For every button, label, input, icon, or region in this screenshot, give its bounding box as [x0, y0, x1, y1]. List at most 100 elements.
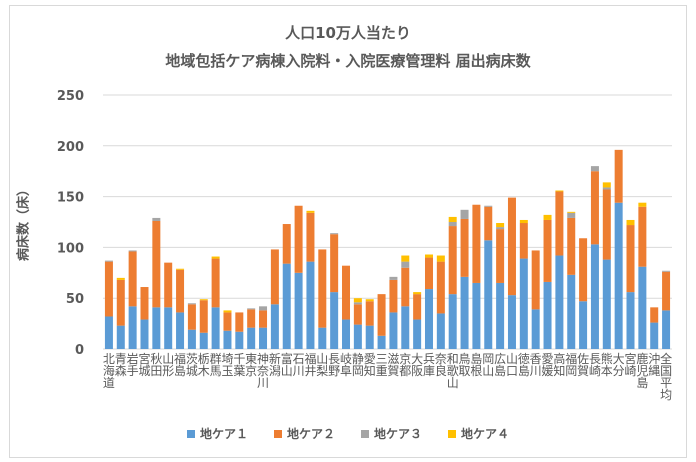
bar-segment-4 — [365, 299, 374, 302]
bar-segment-2 — [318, 249, 327, 328]
x-tick-label: 埼玉 — [221, 352, 233, 378]
x-tick-label: 奈良 — [435, 352, 447, 378]
x-tick-label: 三重 — [376, 352, 388, 378]
bar-segment-4 — [176, 268, 185, 270]
x-tick-label: 山口 — [506, 352, 518, 378]
bar-segment-4 — [555, 190, 564, 192]
y-tick-label: 150 — [57, 191, 84, 206]
bar-segment-2 — [602, 189, 611, 260]
bar-segment-1 — [460, 276, 469, 349]
x-tick-label: 富山 — [281, 351, 293, 378]
legend-swatch — [361, 429, 369, 438]
x-tick-label: 鳥取 — [459, 351, 471, 378]
bar-segment-2 — [270, 249, 279, 305]
x-tick-label: 佐賀 — [577, 352, 589, 378]
bar-segment-4 — [306, 210, 315, 213]
legend-swatch — [186, 429, 195, 438]
bar-segment-1 — [164, 307, 173, 349]
x-tick-label: 島根 — [470, 351, 482, 378]
legend-item-chikea2: 地ケア２ — [273, 425, 335, 442]
bar-segment-1 — [104, 316, 113, 349]
bar-segment-1 — [247, 327, 256, 349]
bar-segment-1 — [531, 309, 540, 349]
x-tick-label: 愛知 — [364, 352, 376, 378]
bar-segment-2 — [496, 229, 505, 283]
bar-segment-3 — [104, 260, 113, 262]
bar-segment-1 — [626, 292, 635, 349]
x-tick-label: 岩手 — [127, 351, 139, 378]
x-tick-label: 兵庫 — [423, 352, 435, 378]
chart-title: 人口10万人当たり — [285, 24, 411, 42]
bar-segment-4 — [116, 277, 125, 280]
bar-segment-1 — [116, 325, 125, 349]
x-tick-label: 山形 — [162, 352, 174, 378]
x-tick-label: 北海道 — [103, 352, 115, 390]
bar-segment-3 — [330, 233, 339, 235]
x-tick-label: 鹿児島 — [636, 351, 648, 390]
x-tick-label: 福岡 — [565, 351, 577, 378]
bar-segment-4 — [199, 299, 208, 301]
bar-segment-3 — [567, 212, 576, 218]
x-tick-label: 愛媛 — [542, 352, 554, 378]
y-tick-label: 200 — [57, 140, 84, 155]
bar-segment-2 — [128, 251, 137, 307]
x-tick-label: 高知 — [553, 351, 565, 378]
x-tick-label: 香川 — [530, 352, 542, 378]
bar-segment-2 — [460, 218, 469, 277]
bar-segment-3 — [602, 187, 611, 190]
bar-segment-2 — [567, 217, 576, 275]
bar-segment-1 — [543, 281, 552, 349]
x-tick-label: 大分 — [613, 352, 625, 378]
bar-segment-1 — [176, 312, 185, 349]
bar-segment-2 — [211, 258, 220, 308]
bar-segment-2 — [306, 212, 315, 262]
bar-segment-1 — [555, 255, 564, 349]
x-tick-label: 青森 — [115, 352, 127, 378]
bar-segment-2 — [282, 224, 291, 264]
legend-item-chikea4: 地ケア４ — [448, 425, 509, 442]
bar-segment-1 — [199, 332, 208, 349]
bar-segment-3 — [401, 261, 410, 268]
bar-segment-2 — [401, 267, 410, 307]
bar-segment-4 — [424, 254, 433, 258]
bar-segment-2 — [342, 265, 351, 320]
bar-segment-4 — [436, 255, 445, 262]
bar-segment-2 — [235, 312, 244, 332]
x-tick-label: 広島 — [494, 352, 506, 378]
legend-swatch — [448, 429, 457, 438]
bar-segment-1 — [496, 282, 505, 349]
bar-segment-1 — [223, 330, 232, 349]
bar-segment-4 — [211, 256, 220, 259]
bar-segment-1 — [401, 306, 410, 349]
bar-segment-1 — [614, 202, 623, 349]
bar-segment-2 — [164, 262, 173, 308]
bar-segment-2 — [259, 310, 268, 328]
bar-segment-3 — [152, 217, 161, 221]
x-tick-label: 長崎 — [589, 352, 601, 378]
bar-segment-1 — [365, 325, 374, 349]
bar-segment-1 — [270, 304, 279, 349]
bar-segment-2 — [531, 250, 540, 310]
bar-segment-1 — [424, 289, 433, 349]
bar-segment-2 — [650, 307, 659, 323]
bar-segment-1 — [662, 310, 671, 349]
x-tick-label: 福井 — [304, 351, 316, 378]
bar-segment-1 — [484, 240, 493, 349]
legend: 地ケア１ 地ケア２ 地ケア３ 地ケア４ — [0, 425, 696, 442]
bar-segment-2 — [330, 234, 339, 293]
x-tick-label: 宮崎 — [625, 351, 637, 378]
bar-segment-3 — [353, 302, 362, 305]
bar-segment-1 — [140, 319, 149, 349]
bar-segment-2 — [590, 171, 599, 245]
x-tick-label: 静岡 — [352, 352, 364, 378]
bar-segment-4 — [602, 182, 611, 188]
x-tick-label: 石川 — [293, 352, 305, 378]
bar-segment-1 — [353, 324, 362, 349]
bar-segment-2 — [377, 294, 386, 336]
bar-segment-4 — [519, 219, 528, 224]
bar-segment-1 — [436, 313, 445, 349]
x-tick-label: 群馬 — [210, 352, 222, 378]
bar-segment-1 — [294, 272, 303, 349]
bar-segment-1 — [342, 319, 351, 349]
y-tick-label: 250 — [57, 89, 84, 104]
